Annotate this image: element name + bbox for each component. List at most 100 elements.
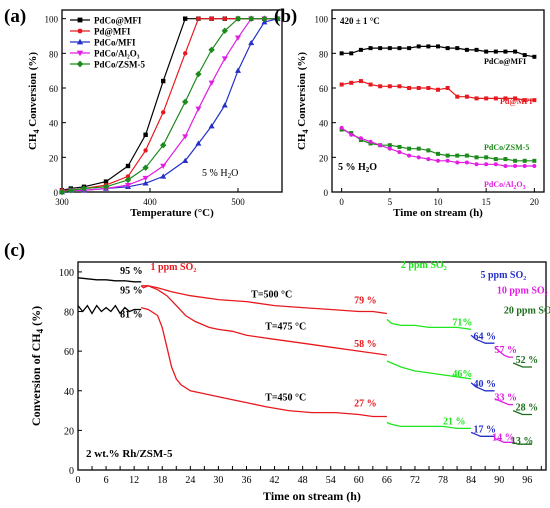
- data-point: [368, 82, 373, 87]
- panel-a-annotation: 5 % H2O: [202, 168, 238, 180]
- data-point: [493, 162, 498, 167]
- annotation-label: 81 %: [120, 309, 142, 320]
- data-point: [474, 155, 479, 160]
- data-point: [416, 146, 421, 151]
- data-point: [397, 46, 402, 51]
- y-tick-label: 80: [49, 49, 59, 59]
- segment-line-8: [470, 334, 495, 344]
- x-tick-label: 300: [55, 197, 69, 207]
- data-point: [522, 164, 527, 168]
- data-point: [378, 84, 383, 89]
- data-point: [426, 44, 431, 49]
- data-point: [160, 163, 167, 169]
- legend-label: PdCo@MFI: [94, 16, 142, 26]
- panel-a-label: (a): [4, 6, 26, 27]
- data-point: [161, 110, 166, 115]
- data-point: [196, 16, 201, 21]
- data-point: [474, 47, 479, 52]
- data-point: [407, 153, 412, 158]
- data-point: [387, 146, 392, 151]
- data-point: [532, 98, 537, 103]
- data-point: [484, 162, 489, 167]
- segment-line-1: [77, 304, 142, 315]
- x-tick-label: 5: [388, 197, 393, 207]
- annotation-label: 21 %: [443, 416, 466, 427]
- data-point: [80, 185, 88, 192]
- y-tick-label: 40: [319, 119, 329, 129]
- data-point: [248, 39, 255, 46]
- y-tick-label: 40: [49, 119, 59, 129]
- data-point: [503, 96, 508, 101]
- panel-b: (b) 0 5 10 15 20 0 20 40 60 80 100 420 ± 1 °C PdCo…: [274, 6, 545, 219]
- panel-c: (c) 0 6 12 18 24 30 36 42 48 54 60 66 72 78 84 90 96 0 20 4…: [4, 240, 550, 503]
- data-point: [484, 96, 489, 101]
- data-point: [339, 125, 344, 130]
- annotation-label: T=475 °C: [265, 321, 306, 332]
- panel-b-label-pd-mfi: Pd@MFI: [500, 97, 532, 106]
- y-tick-label: 20: [49, 153, 59, 163]
- panel-c-series: [77, 277, 532, 445]
- y-tick-label: 0: [69, 466, 74, 477]
- panel-c-xlabel: Time on stream (h): [263, 489, 361, 503]
- y-tick-label: 60: [64, 347, 74, 358]
- y-tick-label: 60: [49, 84, 59, 94]
- data-point: [436, 158, 440, 163]
- data-point: [416, 44, 421, 49]
- segment-line-13: [494, 437, 514, 443]
- data-point: [161, 78, 166, 84]
- data-point: [522, 53, 527, 58]
- data-point: [160, 142, 167, 149]
- data-point: [235, 67, 241, 73]
- data-point: [358, 136, 363, 141]
- legend-marker: [76, 60, 84, 68]
- data-point: [368, 46, 373, 51]
- x-tick-label: 66: [382, 475, 392, 486]
- data-point: [349, 51, 354, 56]
- x-tick-label: 72: [410, 475, 420, 486]
- data-point: [358, 79, 363, 84]
- annotation-label: 33 %: [495, 393, 518, 404]
- annotation-label: 95 %: [120, 286, 142, 297]
- annotation-label: 20 ppm SO₂: [504, 306, 550, 317]
- data-point: [349, 132, 354, 137]
- data-point: [455, 160, 460, 165]
- segment-line-0: [77, 277, 142, 283]
- data-point: [436, 151, 440, 156]
- annotation-label: 46%: [452, 369, 472, 380]
- data-point: [513, 49, 518, 54]
- y-tick-label: 80: [64, 308, 74, 319]
- data-point: [261, 15, 268, 22]
- data-point: [124, 176, 132, 184]
- panel-b-ticks: 0 5 10 15 20 0 20 40 60 80 100: [315, 15, 540, 207]
- data-point: [339, 82, 344, 87]
- data-point: [195, 106, 202, 112]
- data-point: [407, 46, 412, 51]
- legend-label: Pd@MFI: [94, 27, 131, 37]
- segment-line-6: [386, 360, 472, 380]
- annotation-label: 2 ppm SO₂: [401, 260, 447, 271]
- segment-line-15: [512, 410, 532, 416]
- data-point: [195, 140, 202, 146]
- data-point: [183, 16, 188, 21]
- y-tick-label: 100: [59, 268, 74, 279]
- data-point: [455, 46, 460, 51]
- data-point: [387, 46, 392, 51]
- y-tick-label: 100: [315, 15, 329, 25]
- annotation-label: 64 %: [473, 331, 496, 342]
- legend-marker: [76, 38, 84, 45]
- data-point: [416, 155, 421, 160]
- panel-a-legend: PdCo@MFIPd@MFIPdCo/MFIPdCo/Al₂O₃PdCo/ZSM…: [70, 16, 146, 70]
- panel-c-annotations: 95 % 95 % 81 % 1 ppm SO₂ T=500 °C T=475 °C T=4…: [120, 260, 550, 447]
- data-point: [532, 158, 537, 163]
- data-point: [142, 175, 149, 182]
- annotation-label: 40 %: [473, 379, 496, 390]
- x-tick-label: 500: [231, 197, 245, 207]
- data-point: [445, 158, 450, 163]
- data-point: [513, 96, 518, 101]
- data-point: [195, 70, 202, 78]
- data-point: [493, 96, 498, 101]
- panel-b-water-note: 5 % H2O: [338, 162, 377, 174]
- data-point: [493, 157, 498, 162]
- y-tick-label: 20: [319, 153, 329, 163]
- data-point: [522, 158, 527, 163]
